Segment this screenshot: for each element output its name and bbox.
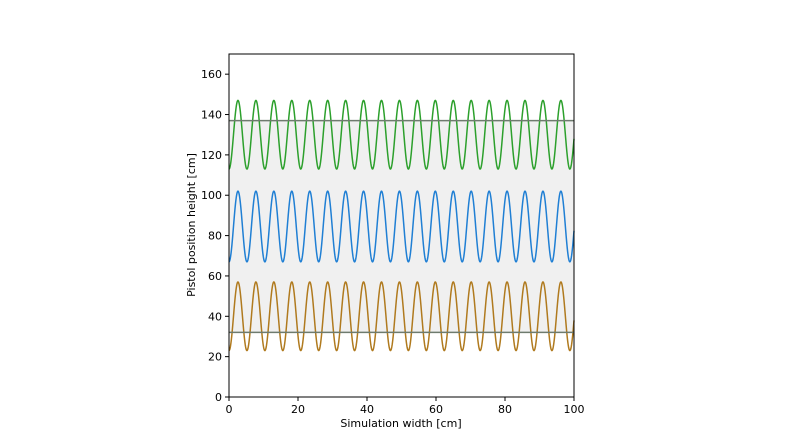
y-tick-label: 120 bbox=[201, 149, 222, 162]
y-tick-label: 60 bbox=[208, 270, 222, 283]
series-line-middle bbox=[228, 190, 575, 263]
plot-frame bbox=[228, 53, 575, 398]
x-tick-label: 100 bbox=[564, 403, 585, 416]
y-tick-label: 20 bbox=[208, 351, 222, 364]
series-layer bbox=[228, 99, 575, 352]
y-axis-label: Pistol position height [cm] bbox=[185, 153, 198, 297]
y-tick-label: 140 bbox=[201, 109, 222, 122]
y-tick-label: 80 bbox=[208, 230, 222, 243]
series-line-upper bbox=[228, 99, 575, 170]
y-tick-label: 40 bbox=[208, 310, 222, 323]
y-tick-label: 100 bbox=[201, 189, 222, 202]
x-tick-label: 20 bbox=[291, 403, 305, 416]
x-tick-label: 80 bbox=[498, 403, 512, 416]
y-axis-ticks: 0 20 40 60 80 100 120 140 160 bbox=[201, 68, 229, 404]
x-tick-label: 60 bbox=[429, 403, 443, 416]
x-tick-label: 40 bbox=[360, 403, 374, 416]
reference-lines bbox=[229, 119, 574, 334]
y-tick-label: 0 bbox=[215, 391, 222, 404]
plot-border bbox=[228, 53, 575, 398]
series-line-lower bbox=[228, 281, 575, 352]
x-tick-label: 0 bbox=[226, 403, 233, 416]
y-tick-label: 160 bbox=[201, 68, 222, 81]
x-axis-label: Simulation width [cm] bbox=[340, 417, 461, 430]
x-axis-ticks: 0 20 40 60 80 100 bbox=[226, 397, 585, 416]
